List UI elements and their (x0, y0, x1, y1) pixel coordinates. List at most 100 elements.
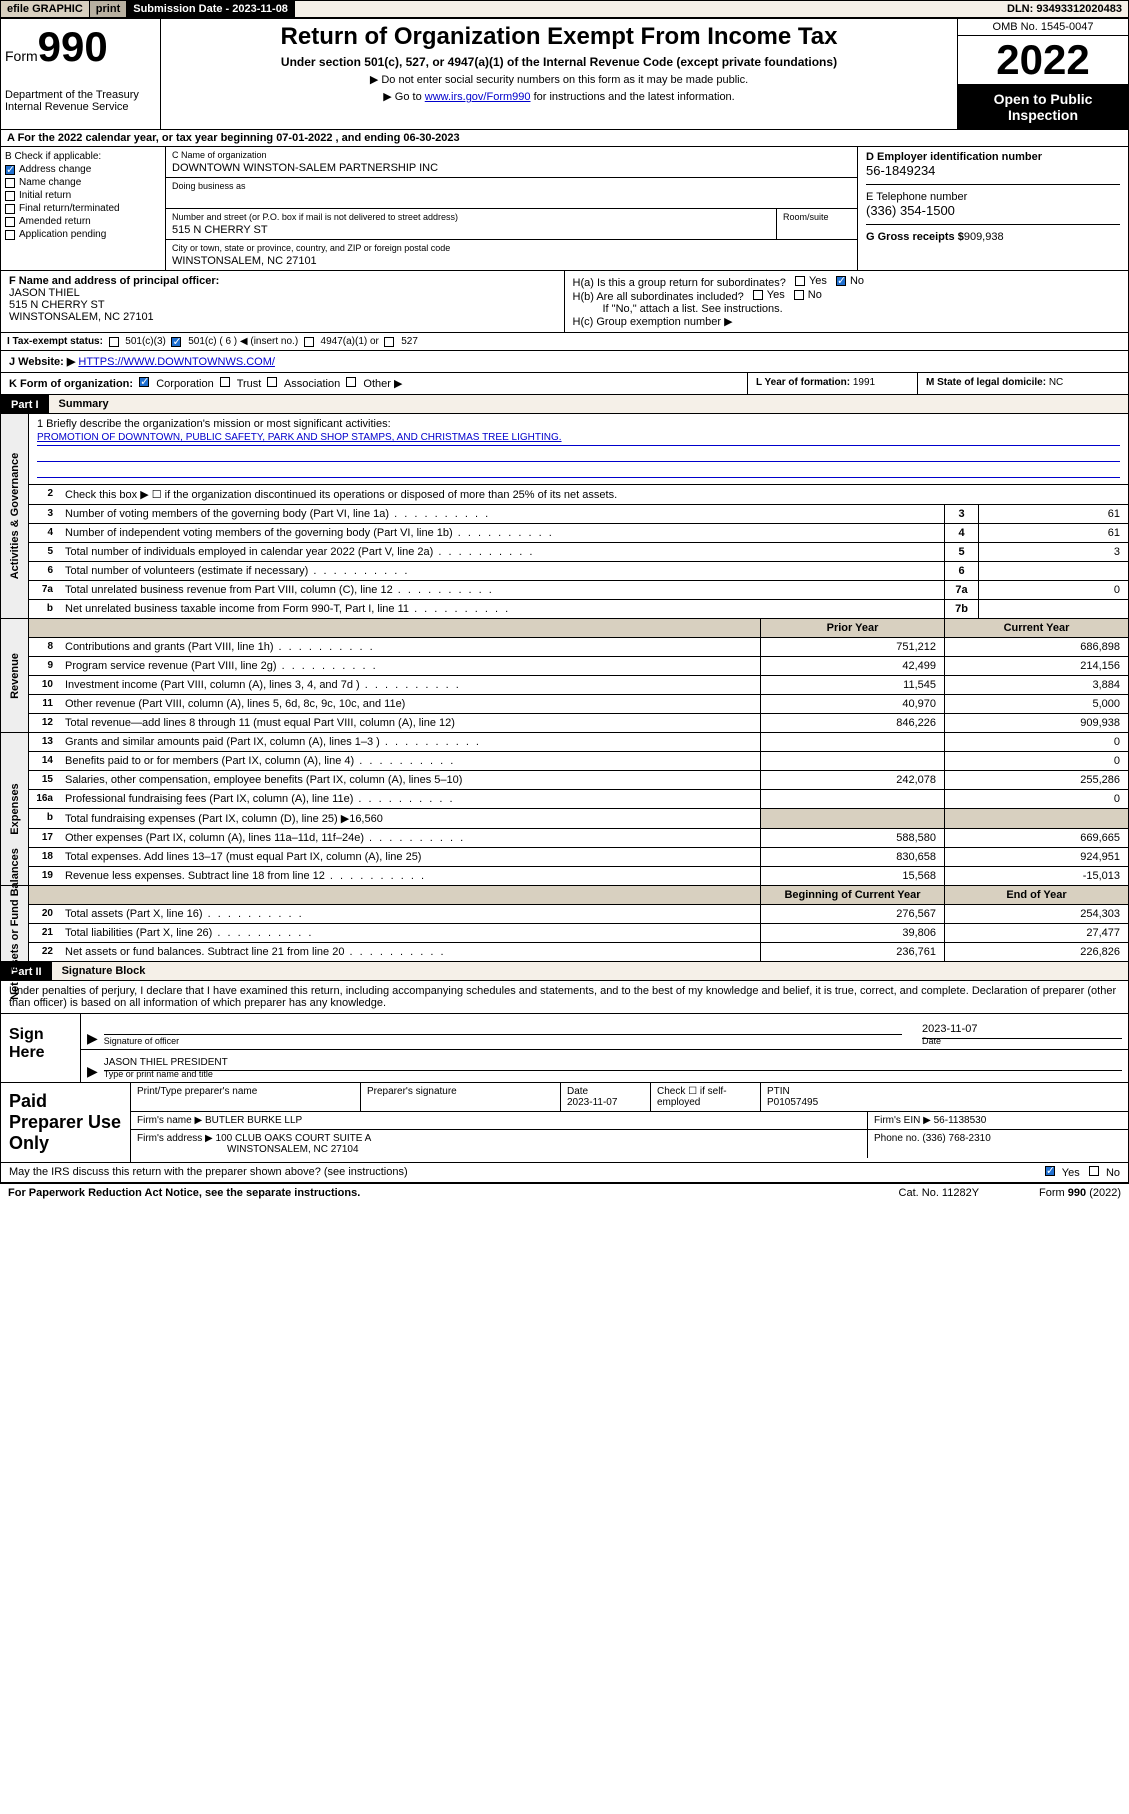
firm-name: BUTLER BURKE LLP (205, 1115, 302, 1126)
line11-prior: 40,970 (760, 695, 944, 713)
goto-note: ▶ Go to www.irs.gov/Form990 for instruct… (169, 90, 949, 103)
line22-eoy: 226,826 (944, 943, 1128, 961)
line20-boy: 276,567 (760, 905, 944, 923)
amended-return-checkbox[interactable] (5, 217, 15, 227)
sig-date: 2023-11-07 (922, 1023, 1122, 1035)
row-k-form-org: K Form of organization: Corporation Trus… (1, 373, 748, 394)
line9-curr: 214,156 (944, 657, 1128, 675)
omb-number: OMB No. 1545-0047 (958, 19, 1128, 36)
irs-link[interactable]: www.irs.gov/Form990 (425, 91, 531, 103)
row-a-taxyear: A For the 2022 calendar year, or tax yea… (1, 130, 1128, 147)
state-domicile: NC (1049, 377, 1063, 388)
vtab-netassets: Net Assets or Fund Balances (1, 886, 29, 961)
line16a-prior (760, 790, 944, 808)
col-d-ein: D Employer identification number 56-1849… (858, 147, 1128, 270)
form-prefix: Form (5, 48, 38, 64)
ha-no-checkbox[interactable] (836, 276, 846, 286)
line13-prior (760, 733, 944, 751)
other-checkbox[interactable] (346, 377, 356, 387)
form-number: 990 (38, 23, 108, 70)
line15-curr: 255,286 (944, 771, 1128, 789)
org-street: 515 N CHERRY ST (172, 224, 770, 236)
line20-eoy: 254,303 (944, 905, 1128, 923)
501c3-checkbox[interactable] (109, 337, 119, 347)
line18-curr: 924,951 (944, 848, 1128, 866)
line10-prior: 11,545 (760, 676, 944, 694)
line14-curr: 0 (944, 752, 1128, 770)
part1-header: Part I Summary (1, 395, 1128, 414)
form-title: Return of Organization Exempt From Incom… (169, 23, 949, 51)
hb-no-checkbox[interactable] (794, 290, 804, 300)
col-c-orginfo: C Name of organization DOWNTOWN WINSTON-… (166, 147, 858, 270)
efile-graphic-button[interactable]: efile GRAPHIC (1, 1, 90, 17)
form-subtitle: Under section 501(c), 527, or 4947(a)(1)… (169, 55, 949, 69)
line8-prior: 751,212 (760, 638, 944, 656)
line18-prior: 830,658 (760, 848, 944, 866)
assoc-checkbox[interactable] (267, 377, 277, 387)
501c-checkbox[interactable] (171, 337, 181, 347)
vtab-governance: Activities & Governance (1, 414, 29, 618)
line6-val (978, 562, 1128, 580)
trust-checkbox[interactable] (220, 377, 230, 387)
vtab-revenue: Revenue (1, 619, 29, 732)
address-change-checkbox[interactable] (5, 165, 15, 175)
527-checkbox[interactable] (384, 337, 394, 347)
line7b-val (978, 600, 1128, 618)
preparer-date: 2023-11-07 (567, 1097, 617, 1108)
row-i-tax-status: I Tax-exempt status: 501(c)(3) 501(c) ( … (1, 333, 1128, 351)
arrow-icon: ▶ (87, 1030, 98, 1047)
form-footer: Form 990 (2022) (1039, 1187, 1121, 1199)
col-b-checkboxes: B Check if applicable: Address change Na… (1, 147, 166, 270)
part2-header: Part II Signature Block (1, 962, 1128, 981)
line17-curr: 669,665 (944, 829, 1128, 847)
discuss-yes-checkbox[interactable] (1045, 1166, 1055, 1176)
submission-date: Submission Date - 2023-11-08 (127, 1, 295, 17)
line3-val: 61 (978, 505, 1128, 523)
line9-prior: 42,499 (760, 657, 944, 675)
form-container: Form990 Department of the Treasury Inter… (0, 18, 1129, 1183)
line16a-curr: 0 (944, 790, 1128, 808)
line12-curr: 909,938 (944, 714, 1128, 732)
line15-prior: 242,078 (760, 771, 944, 789)
form-header: Form990 Department of the Treasury Inter… (1, 19, 1128, 130)
line13-curr: 0 (944, 733, 1128, 751)
tax-year: 2022 (958, 36, 1128, 85)
application-pending-checkbox[interactable] (5, 230, 15, 240)
hb-yes-checkbox[interactable] (753, 290, 763, 300)
corp-checkbox[interactable] (139, 377, 149, 387)
paid-preparer-label: Paid Preparer Use Only (1, 1083, 131, 1162)
line12-prior: 846,226 (760, 714, 944, 732)
open-public-badge: Open to Public Inspection (958, 85, 1128, 129)
arrow-icon: ▶ (87, 1063, 98, 1080)
line11-curr: 5,000 (944, 695, 1128, 713)
irs-label: Internal Revenue Service (5, 101, 156, 113)
line22-boy: 236,761 (760, 943, 944, 961)
print-button[interactable]: print (90, 1, 127, 17)
line19-curr: -15,013 (944, 867, 1128, 885)
firm-phone: (336) 768-2310 (922, 1133, 990, 1144)
ha-yes-checkbox[interactable] (795, 276, 805, 286)
website-link[interactable]: HTTPS://WWW.DOWNTOWNWS.COM/ (78, 356, 275, 368)
line5-val: 3 (978, 543, 1128, 561)
line10-curr: 3,884 (944, 676, 1128, 694)
row-j-website: J Website: ▶ HTTPS://WWW.DOWNTOWNWS.COM/ (1, 351, 1128, 373)
firm-ein: 56-1138530 (934, 1115, 987, 1126)
line14-prior (760, 752, 944, 770)
top-toolbar: efile GRAPHIC print Submission Date - 20… (0, 0, 1129, 18)
firm-addr1: 100 CLUB OAKS COURT SUITE A (216, 1133, 372, 1144)
initial-return-checkbox[interactable] (5, 191, 15, 201)
4947-checkbox[interactable] (304, 337, 314, 347)
sign-here-label: Sign Here (1, 1014, 81, 1082)
officer-name: JASON THIEL PRESIDENT (104, 1057, 1122, 1068)
year-formation: 1991 (853, 377, 875, 388)
line21-eoy: 27,477 (944, 924, 1128, 942)
ein-value: 56-1849234 (866, 163, 1120, 178)
final-return-checkbox[interactable] (5, 204, 15, 214)
name-change-checkbox[interactable] (5, 178, 15, 188)
line8-curr: 686,898 (944, 638, 1128, 656)
discuss-no-checkbox[interactable] (1089, 1166, 1099, 1176)
org-city: WINSTONSALEM, NC 27101 (172, 255, 851, 267)
telephone-value: (336) 354-1500 (866, 203, 1120, 218)
row-f-officer: F Name and address of principal officer:… (1, 271, 565, 332)
dept-treasury: Department of the Treasury (5, 89, 156, 101)
